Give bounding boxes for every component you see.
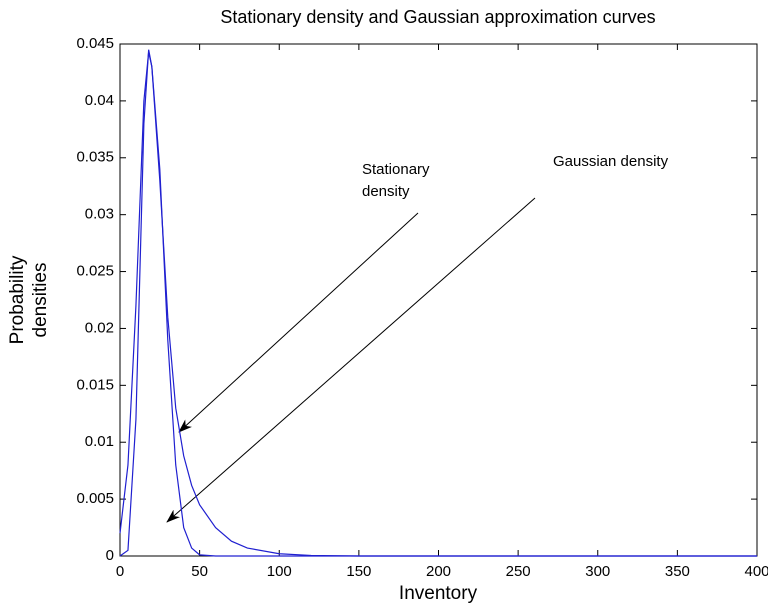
plot-frame xyxy=(119,43,758,557)
annotation-arrow xyxy=(166,197,536,523)
x-axis-label: Inventory xyxy=(399,583,478,604)
y-tick-label: 0.02 xyxy=(85,319,114,336)
y-tick-label: 0 xyxy=(106,547,114,564)
y-tick-label: 0.04 xyxy=(85,92,114,109)
x-tick-label: 350 xyxy=(665,563,690,580)
x-tick-label: 400 xyxy=(744,563,768,580)
y-tick-label: 0.005 xyxy=(76,490,114,507)
y-tick-label: 0.03 xyxy=(85,206,114,223)
x-tick-label: 50 xyxy=(191,563,208,580)
data-line xyxy=(119,49,757,557)
y-tick-label: 0.01 xyxy=(85,433,114,450)
annotation-arrow xyxy=(178,212,419,433)
x-tick-label: 200 xyxy=(426,563,451,580)
annotation: density xyxy=(362,183,410,200)
annotation: Gaussian density xyxy=(553,153,669,170)
y-tick-label: 0.045 xyxy=(76,35,114,52)
y-tick-label: 0.015 xyxy=(76,376,114,393)
chart-title: Stationary density and Gaussian approxim… xyxy=(220,7,655,27)
y-axis-label: Probability xyxy=(7,255,28,344)
x-tick-label: 0 xyxy=(116,563,124,580)
annotation: Stationary xyxy=(362,161,430,178)
x-tick-label: 150 xyxy=(346,563,371,580)
x-tick-label: 300 xyxy=(585,563,610,580)
x-tick-label: 250 xyxy=(506,563,531,580)
y-tick-label: 0.035 xyxy=(76,149,114,166)
x-tick-label: 100 xyxy=(267,563,292,580)
y-tick-label: 0.025 xyxy=(76,263,114,280)
y-axis-label: densities xyxy=(30,263,51,338)
